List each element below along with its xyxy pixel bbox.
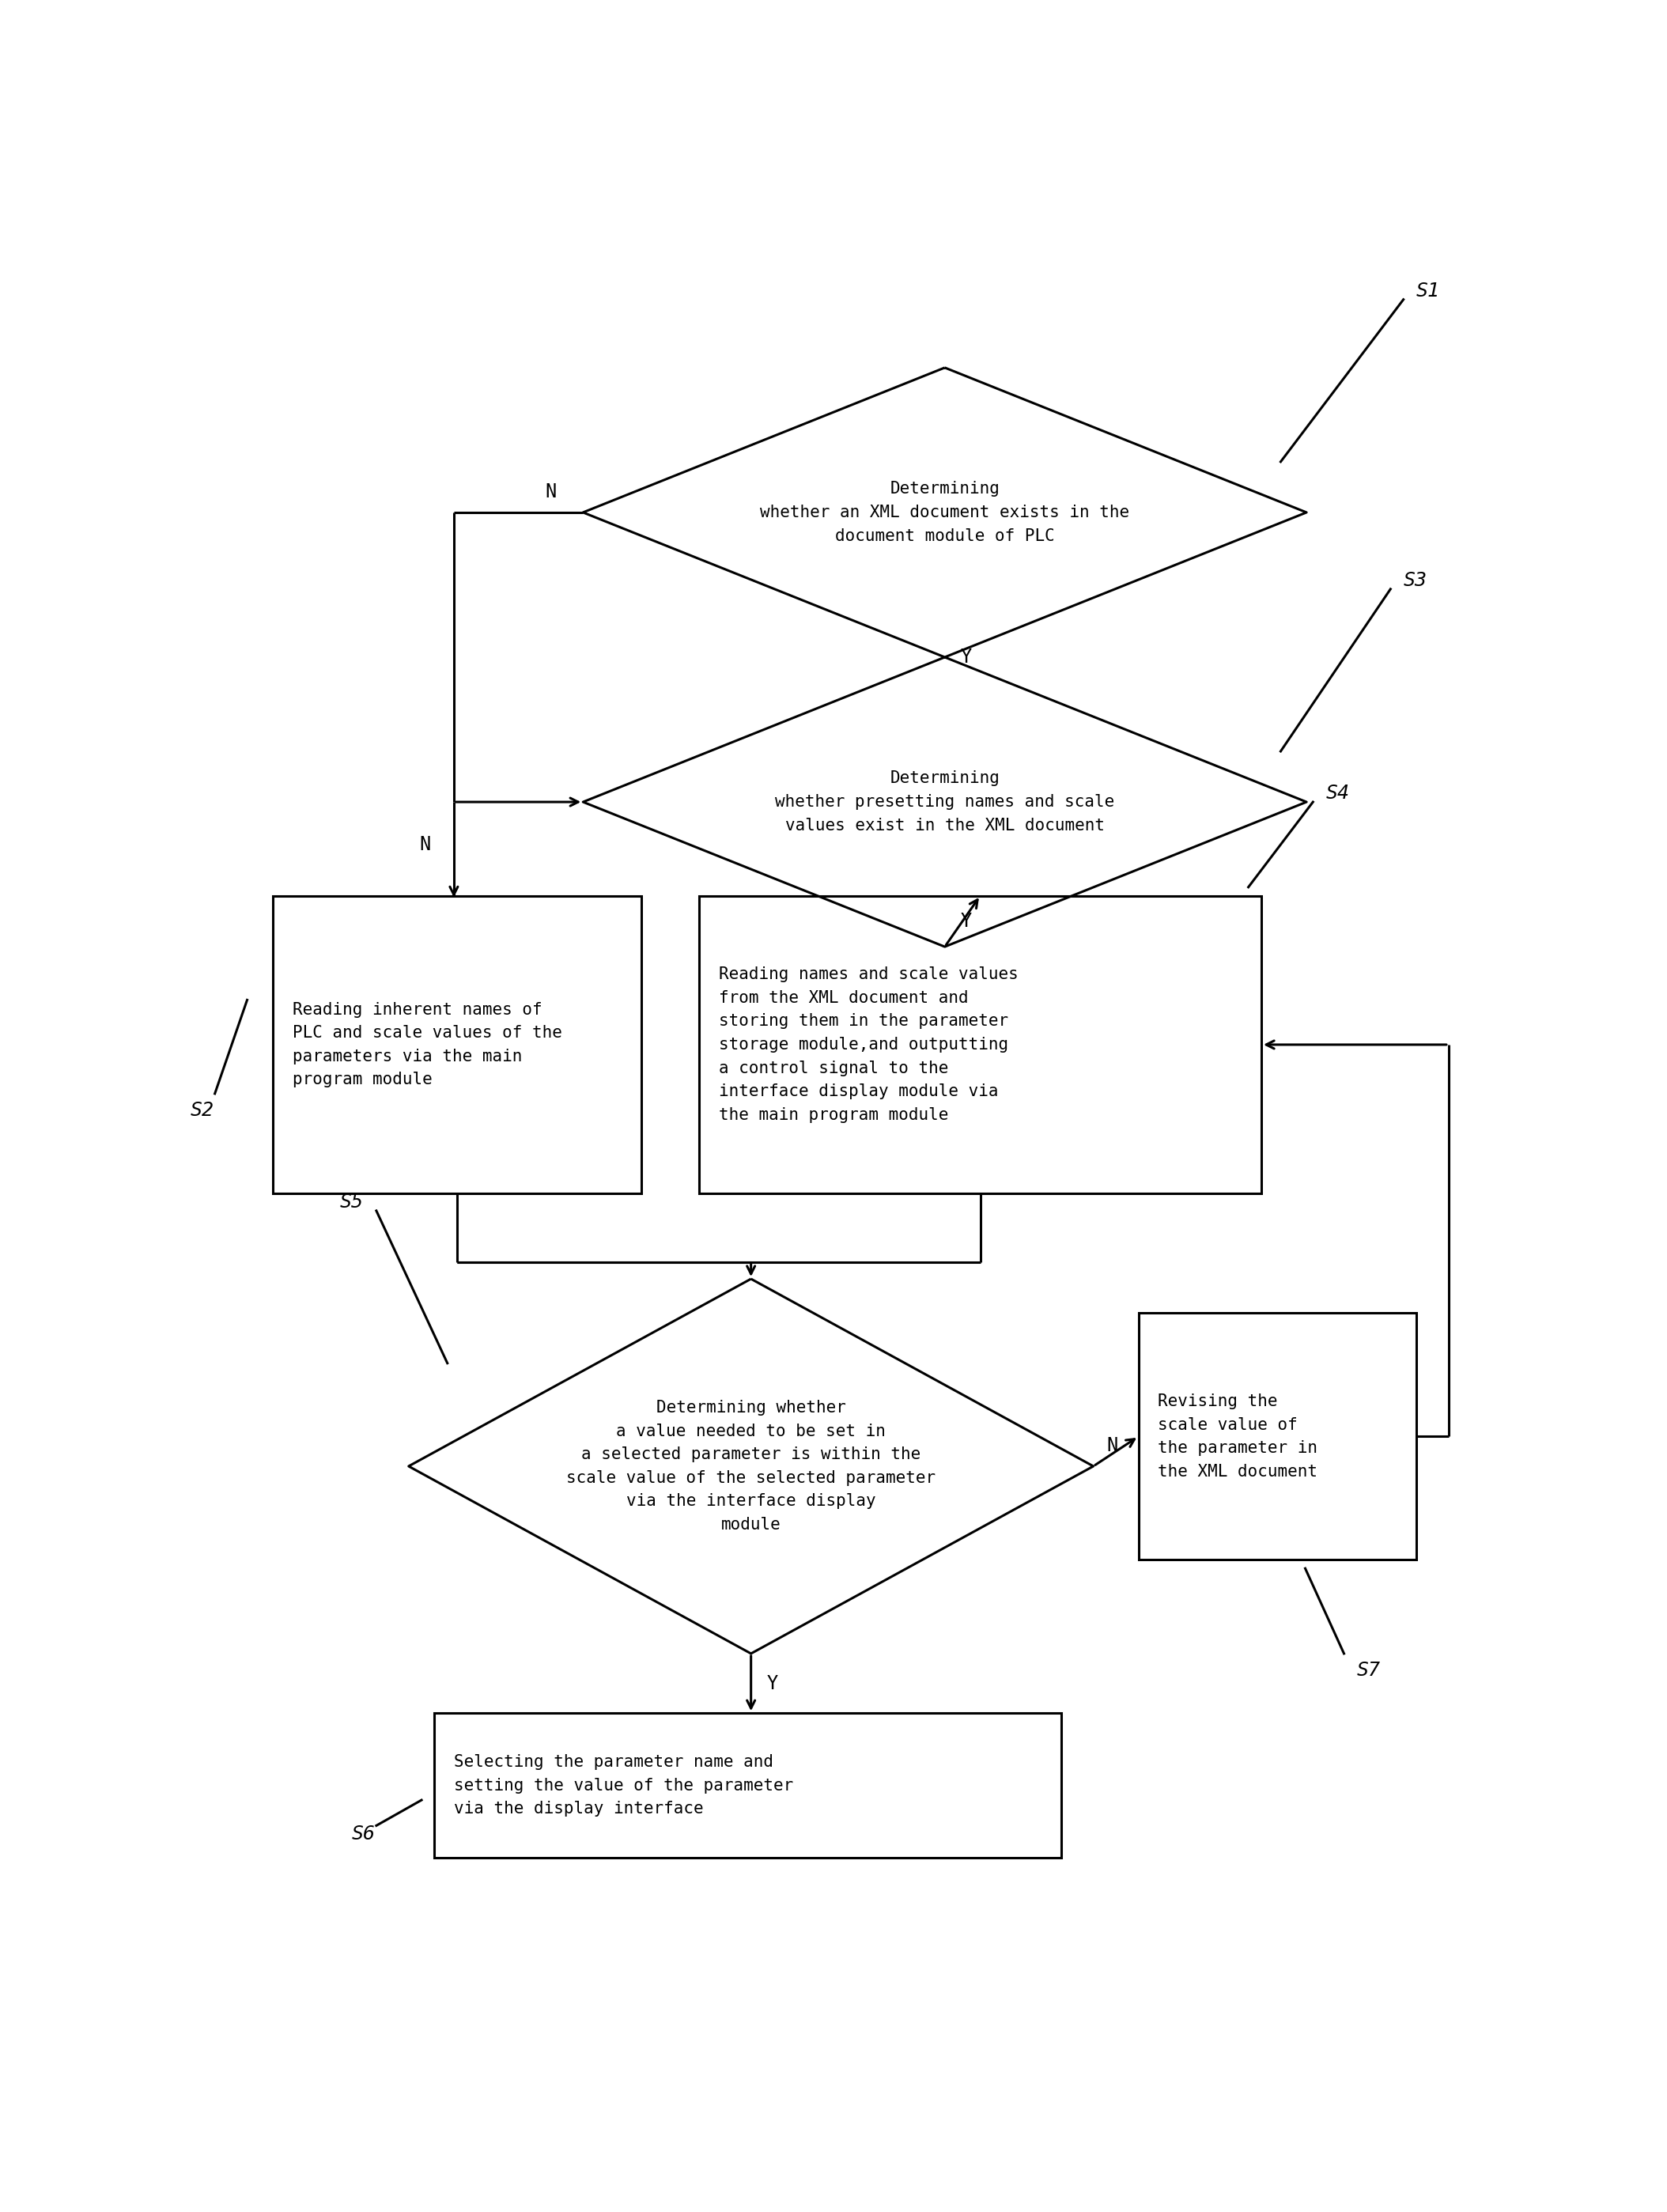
Text: Y: Y (960, 911, 972, 931)
Text: S6: S6 (352, 1825, 375, 1843)
Text: Y: Y (960, 648, 972, 666)
Text: S2: S2 (190, 1102, 213, 1119)
Text: S5: S5 (340, 1192, 363, 1212)
Text: N: N (545, 482, 557, 502)
Text: S1: S1 (1417, 281, 1440, 301)
Text: S3: S3 (1404, 571, 1427, 591)
Text: Determining
whether presetting names and scale
values exist in the XML document: Determining whether presetting names and… (775, 770, 1115, 834)
Text: Reading names and scale values
from the XML document and
storing them in the par: Reading names and scale values from the … (718, 967, 1019, 1124)
Text: Revising the
scale value of
the parameter in
the XML document: Revising the scale value of the paramete… (1159, 1394, 1317, 1480)
Text: Selecting the parameter name and
setting the value of the parameter
via the disp: Selecting the parameter name and setting… (453, 1754, 793, 1816)
Bar (1139, 1314, 1417, 1559)
Text: S4: S4 (1325, 783, 1350, 803)
Bar (273, 896, 642, 1194)
Text: Determining
whether an XML document exists in the
document module of PLC: Determining whether an XML document exis… (760, 480, 1130, 544)
Bar (700, 896, 1262, 1194)
Text: Reading inherent names of
PLC and scale values of the
parameters via the main
pr: Reading inherent names of PLC and scale … (292, 1002, 562, 1088)
Text: Determining whether
a value needed to be set in
a selected parameter is within t: Determining whether a value needed to be… (567, 1400, 935, 1533)
Text: N: N (1107, 1436, 1117, 1455)
Text: Y: Y (767, 1674, 778, 1692)
Text: N: N (420, 836, 432, 854)
Text: S7: S7 (1357, 1661, 1380, 1681)
Bar (435, 1712, 1060, 1858)
